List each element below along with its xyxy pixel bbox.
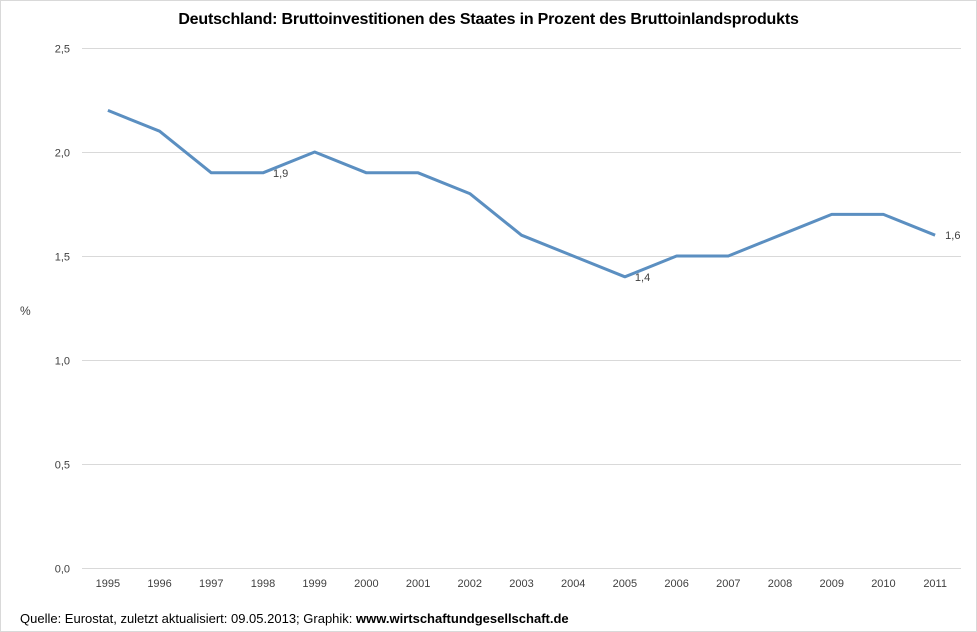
x-tick-label: 1997 [199, 578, 223, 590]
y-tick-label: 1,5 [55, 252, 70, 264]
x-tick-label: 2000 [354, 578, 378, 590]
y-tick-label: 2,5 [55, 44, 70, 56]
x-tick-label: 2006 [664, 578, 688, 590]
y-tick-label: 0,0 [55, 564, 70, 576]
x-tick-label: 2001 [406, 578, 430, 590]
x-tick-label: 2008 [768, 578, 792, 590]
y-axis-label: % [20, 304, 31, 318]
data-label: 1,6 [945, 230, 960, 242]
y-tick-labels: 0,0 0,5 1,0 1,5 2,0 2,5 [55, 44, 70, 576]
x-tick-labels: 1995 1996 1997 1998 1999 2000 2001 2002 2003 2004… [96, 578, 947, 590]
x-tick-label: 2003 [509, 578, 533, 590]
x-tick-label: 2004 [561, 578, 585, 590]
data-label: 1,4 [635, 272, 650, 284]
chart-title: Deutschland: Bruttoinvestitionen des Sta… [178, 11, 799, 28]
x-tick-label: 2009 [819, 578, 843, 590]
y-tick-label: 0,5 [55, 460, 70, 472]
x-tick-label: 2011 [923, 578, 947, 590]
source-note: Quelle: Eurostat, zuletzt aktualisiert: … [20, 611, 569, 626]
x-tick-label: 1996 [147, 578, 171, 590]
y-tick-label: 2,0 [55, 148, 70, 160]
series-lines [107, 109, 936, 279]
data-labels: 1,9 1,4 1,6 [273, 168, 960, 284]
x-tick-label: 2010 [871, 578, 895, 590]
gridlines [82, 48, 961, 569]
x-tick-label: 1995 [96, 578, 120, 590]
series-line [107, 109, 936, 279]
y-tick-label: 1,0 [55, 356, 70, 368]
x-tick-label: 2007 [716, 578, 740, 590]
x-tick-label: 1998 [251, 578, 275, 590]
data-label: 1,9 [273, 168, 288, 180]
source-link[interactable]: www.wirtschaftundgesellschaft.de [356, 611, 569, 626]
x-tick-label: 1999 [302, 578, 326, 590]
x-tick-label: 2005 [613, 578, 637, 590]
x-tick-label: 2002 [458, 578, 482, 590]
source-text: Quelle: Eurostat, zuletzt aktualisiert: … [20, 611, 357, 626]
